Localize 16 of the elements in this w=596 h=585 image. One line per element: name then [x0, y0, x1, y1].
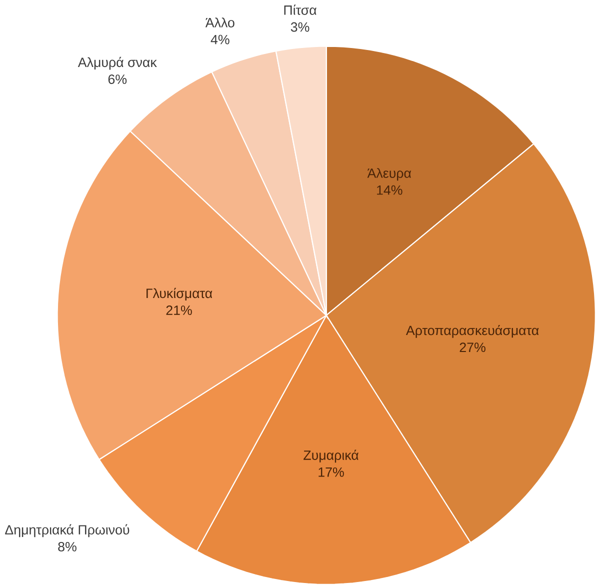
data-label: 4%	[210, 34, 230, 44]
slice-label: Άλευρα	[367, 168, 412, 181]
slice-label: Γλυκίσματα	[146, 288, 212, 301]
slice-label: Πίτσα	[284, 4, 316, 15]
data-label: 8%	[58, 542, 76, 552]
data-label: 27%	[460, 342, 486, 352]
data-label: 21%	[166, 306, 192, 315]
slice-label: Ζυμαρικά	[304, 450, 359, 463]
slice-label: Αρτοπαρασκευάσματα	[406, 324, 539, 338]
data-label: 6%	[108, 74, 127, 84]
data-label: 3%	[290, 22, 310, 32]
slice-label: Δημητριακά Πρωινού	[5, 524, 130, 538]
data-label: 17%	[318, 467, 344, 477]
slice-label: Άλλο	[205, 18, 234, 28]
slice-label: Αλμυρά σνακ	[78, 56, 157, 70]
data-label: 14%	[377, 185, 402, 195]
